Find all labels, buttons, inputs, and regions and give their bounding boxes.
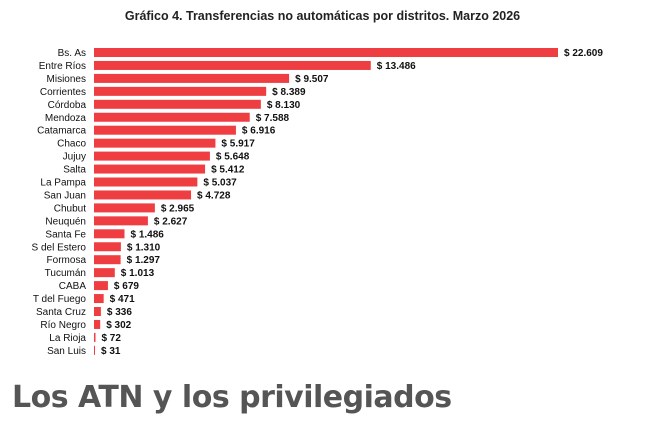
category-label: La Pampa xyxy=(40,178,86,189)
category-label: Mendoza xyxy=(45,113,87,124)
chart-title: Gráfico 4. Transferencias no automáticas… xyxy=(124,9,521,23)
bar xyxy=(94,151,210,161)
category-label: Chubut xyxy=(54,203,86,214)
bar xyxy=(94,294,104,304)
data-label: $ 5.037 xyxy=(203,178,237,189)
data-label: $ 7.588 xyxy=(256,113,290,124)
category-label: Misiones xyxy=(47,74,86,85)
bar xyxy=(94,190,192,200)
bar xyxy=(94,255,121,265)
bar-chart: Bs. As $ 22.609 Entre Ríos $ 13.486 Misiones… xyxy=(32,48,603,357)
data-label: $ 13.486 xyxy=(377,61,416,72)
data-label: $ 1.013 xyxy=(121,268,155,279)
category-label: Salta xyxy=(63,165,86,176)
category-label: Corrientes xyxy=(40,87,86,98)
bar xyxy=(94,112,250,122)
category-label: S del Estero xyxy=(32,242,87,253)
category-label: Río Negro xyxy=(40,320,86,331)
category-label: Entre Ríos xyxy=(39,61,86,72)
data-label: $ 22.609 xyxy=(564,48,603,59)
category-label: Jujuy xyxy=(63,152,86,163)
data-label: $ 302 xyxy=(106,320,131,331)
data-label: $ 5.917 xyxy=(221,139,255,150)
category-label: CABA xyxy=(59,281,87,292)
data-label: $ 72 xyxy=(101,333,121,344)
category-label: Catamarca xyxy=(37,126,86,137)
category-label: San Luis xyxy=(47,346,86,357)
bar xyxy=(94,307,101,316)
bar xyxy=(94,125,236,135)
bar xyxy=(94,73,290,83)
category-label: Santa Fe xyxy=(45,229,86,240)
bar xyxy=(94,60,371,70)
category-label: Santa Cruz xyxy=(36,307,86,318)
data-label: $ 2.965 xyxy=(161,203,195,214)
data-label: $ 8.130 xyxy=(267,100,301,111)
data-label: $ 6.916 xyxy=(242,126,276,137)
data-label: $ 336 xyxy=(107,307,132,318)
data-label: $ 5.648 xyxy=(216,152,250,163)
category-label: La Rioja xyxy=(49,333,86,344)
category-label: Chaco xyxy=(57,139,86,150)
bar xyxy=(94,138,216,148)
data-label: $ 471 xyxy=(110,294,135,305)
data-label: $ 679 xyxy=(114,281,139,292)
data-label: $ 8.389 xyxy=(272,87,306,98)
category-label: Formosa xyxy=(47,255,87,266)
category-label: Córdoba xyxy=(48,100,87,111)
bar xyxy=(94,319,101,329)
bar xyxy=(94,216,148,226)
data-label: $ 4.728 xyxy=(197,190,231,201)
data-label: $ 1.297 xyxy=(127,255,161,266)
data-label: $ 1.310 xyxy=(127,242,161,253)
bar xyxy=(94,177,198,187)
bar xyxy=(94,281,108,291)
category-label: Neuquén xyxy=(45,216,86,227)
bar xyxy=(94,164,206,174)
data-label: $ 1.486 xyxy=(130,229,164,240)
bar xyxy=(94,48,558,57)
category-label: T del Fuego xyxy=(33,294,87,305)
bar xyxy=(94,242,121,252)
bar xyxy=(94,99,261,109)
bar xyxy=(94,203,155,213)
bar xyxy=(94,332,96,342)
bar xyxy=(94,86,267,96)
bar xyxy=(94,345,95,355)
data-label: $ 31 xyxy=(101,346,121,357)
data-label: $ 5.412 xyxy=(211,165,245,176)
data-label: $ 9.507 xyxy=(295,74,329,85)
article-headline: Los ATN y los privilegiados xyxy=(12,380,452,415)
category-label: Bs. As xyxy=(58,48,86,59)
bar xyxy=(94,268,115,278)
data-label: $ 2.627 xyxy=(154,216,188,227)
category-label: San Juan xyxy=(44,190,86,201)
bar xyxy=(94,229,125,239)
category-label: Tucumán xyxy=(45,268,86,279)
